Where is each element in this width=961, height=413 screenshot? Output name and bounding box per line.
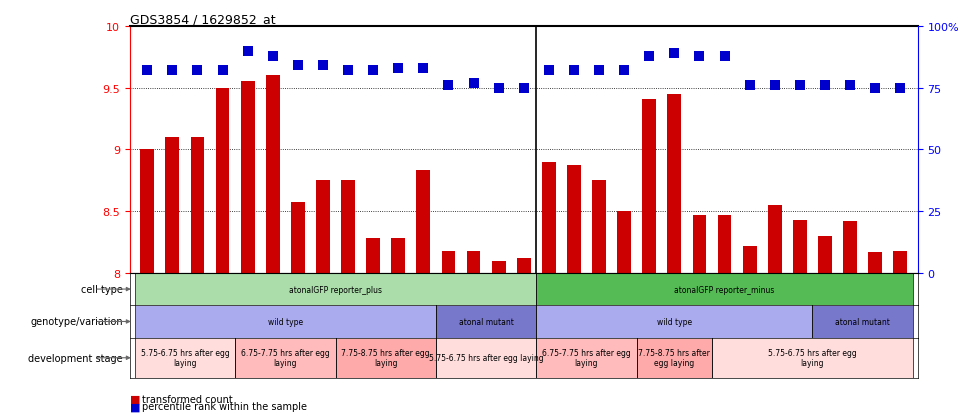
Bar [391,239,406,273]
Bar [818,236,832,273]
Point [416,65,431,72]
Point [290,63,306,69]
Text: 5.75-6.75 hrs after egg laying: 5.75-6.75 hrs after egg laying [429,354,543,362]
Text: cell type: cell type [81,285,123,294]
Point [315,63,331,69]
Bar [235,338,335,378]
Bar [366,239,380,273]
Bar [467,251,480,273]
Point [566,68,581,74]
Bar [316,181,330,273]
Point [893,85,908,92]
Point [667,51,682,57]
Bar [135,338,235,378]
Text: 5.75-6.75 hrs after egg
laying: 5.75-6.75 hrs after egg laying [768,348,856,368]
Point [516,85,531,92]
Point [441,83,456,89]
Bar [592,181,606,273]
Point [190,68,206,74]
Point [591,68,606,74]
Bar [335,338,436,378]
Bar [868,252,882,273]
Bar [718,215,731,273]
Bar [135,273,536,306]
Bar [135,306,436,338]
Bar [712,338,913,378]
Bar [266,76,280,273]
Point [868,85,883,92]
Text: 6.75-7.75 hrs after egg
laying: 6.75-7.75 hrs after egg laying [542,348,630,368]
Text: development stage: development stage [28,353,123,363]
Text: atonalGFP reporter_minus: atonalGFP reporter_minus [675,285,775,294]
Point [842,83,857,89]
Text: atonal mutant: atonal mutant [458,317,513,326]
Point [340,68,356,74]
Bar [812,306,913,338]
Point [265,53,281,60]
Text: atonal mutant: atonal mutant [835,317,890,326]
Bar [536,306,812,338]
Bar [743,246,756,273]
Text: wild type: wild type [656,317,692,326]
Bar [341,181,355,273]
Bar [642,100,656,273]
Point [240,48,256,55]
Point [642,53,657,60]
Point [365,68,381,74]
Text: 7.75-8.75 hrs after
egg laying: 7.75-8.75 hrs after egg laying [638,348,710,368]
Bar [542,162,555,273]
Point [466,80,481,87]
Text: ■: ■ [130,401,140,411]
Point [616,68,631,74]
Bar [768,205,781,273]
Bar [517,259,530,273]
Text: 5.75-6.75 hrs after egg
laying: 5.75-6.75 hrs after egg laying [140,348,230,368]
Bar [441,251,456,273]
Point [717,53,732,60]
Bar [668,95,681,273]
Bar [436,306,536,338]
Point [164,68,180,74]
Bar [793,220,806,273]
Point [491,85,506,92]
Bar [436,338,536,378]
Point [390,65,406,72]
Point [742,83,757,89]
Bar [536,273,913,306]
Text: percentile rank within the sample: percentile rank within the sample [142,401,308,411]
Bar [190,138,205,273]
Text: 6.75-7.75 hrs after egg
laying: 6.75-7.75 hrs after egg laying [241,348,330,368]
Bar [140,150,154,273]
Text: 7.75-8.75 hrs after egg
laying: 7.75-8.75 hrs after egg laying [341,348,430,368]
Bar [215,88,230,273]
Text: wild type: wild type [268,317,303,326]
Bar [492,261,505,273]
Point [215,68,231,74]
Text: GDS3854 / 1629852_at: GDS3854 / 1629852_at [130,13,276,26]
Bar [241,82,255,273]
Point [139,68,155,74]
Point [817,83,832,89]
Bar [567,166,580,273]
Bar [536,338,637,378]
Bar [843,221,857,273]
Bar [416,171,431,273]
Point [792,83,807,89]
Bar [291,203,305,273]
Bar [693,215,706,273]
Point [541,68,556,74]
Text: ■: ■ [130,394,140,404]
Point [767,83,782,89]
Text: genotype/variation: genotype/variation [30,317,123,327]
Text: transformed count: transformed count [142,394,233,404]
Bar [894,251,907,273]
Bar [617,211,631,273]
Bar [637,338,712,378]
Bar [165,138,180,273]
Text: atonalGFP reporter_plus: atonalGFP reporter_plus [289,285,382,294]
Point [692,53,707,60]
